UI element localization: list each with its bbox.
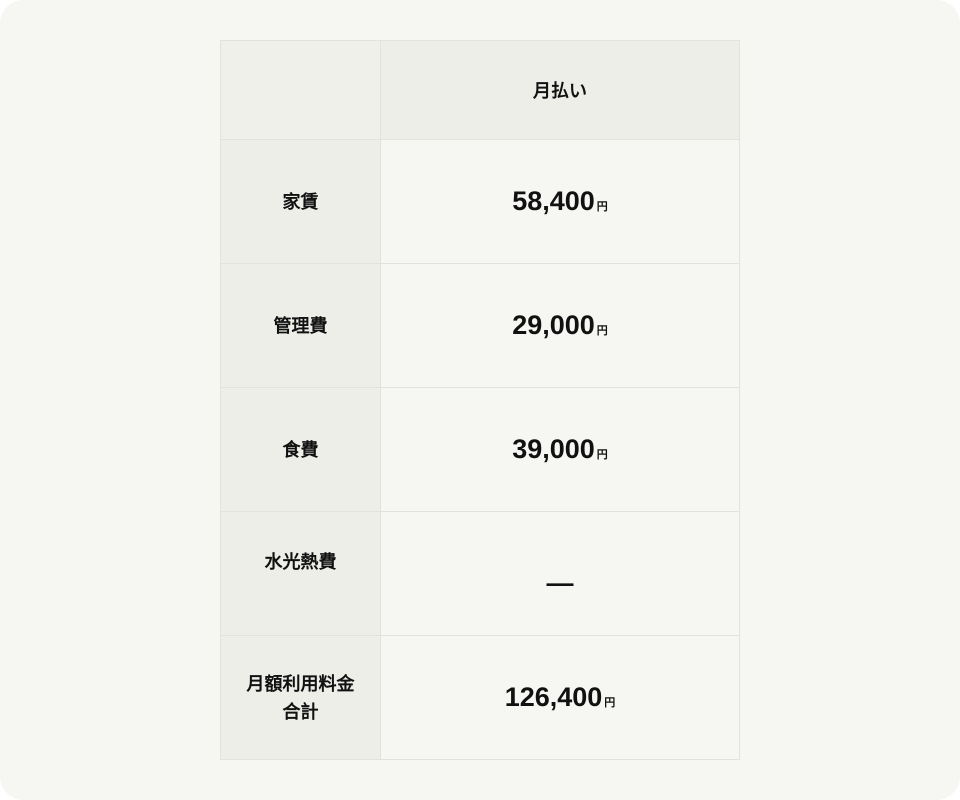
amount: 39,000 xyxy=(512,434,595,464)
monthly-cost-table: 月払い 家賃 58,400 円 管理費 29,000 円 食費 39,000 円 水光… xyxy=(220,40,740,760)
table-row: 食費 39,000 円 xyxy=(220,387,740,512)
table-row: 水光熱費 — xyxy=(220,511,740,636)
row-value-total: 126,400 円 xyxy=(380,635,740,760)
row-value-rent: 58,400 円 xyxy=(380,139,740,264)
row-value-food: 39,000 円 xyxy=(380,387,740,512)
header-corner-cell xyxy=(220,40,381,140)
yen-unit: 円 xyxy=(596,449,608,461)
table-row-total: 月額利用料金 合計 126,400 円 xyxy=(220,635,740,760)
table-row: 管理費 29,000 円 xyxy=(220,263,740,388)
yen-unit: 円 xyxy=(596,201,608,213)
total-label-line2: 合計 xyxy=(282,701,319,722)
yen-unit: 円 xyxy=(596,325,608,337)
table-header-row: 月払い xyxy=(220,40,740,140)
total-label-line1: 月額利用料金 xyxy=(246,673,355,694)
amount: 29,000 xyxy=(512,310,595,340)
amount: 58,400 xyxy=(512,186,595,216)
utilities-label-text: 水光熱費 xyxy=(264,551,337,572)
yen-unit: 円 xyxy=(604,697,616,709)
row-value-utilities: — xyxy=(380,511,740,636)
row-label-utilities: 水光熱費 xyxy=(220,511,381,636)
header-monthly-payment: 月払い xyxy=(380,40,740,140)
amount: 126,400 xyxy=(504,682,603,712)
row-label-total: 月額利用料金 合計 xyxy=(220,635,381,760)
row-label-food: 食費 xyxy=(220,387,381,512)
row-label-rent: 家賃 xyxy=(220,139,381,264)
table-row: 家賃 58,400 円 xyxy=(220,139,740,264)
row-label-management-fee: 管理費 xyxy=(220,263,381,388)
empty-dash: — xyxy=(546,568,574,598)
row-value-management-fee: 29,000 円 xyxy=(380,263,740,388)
